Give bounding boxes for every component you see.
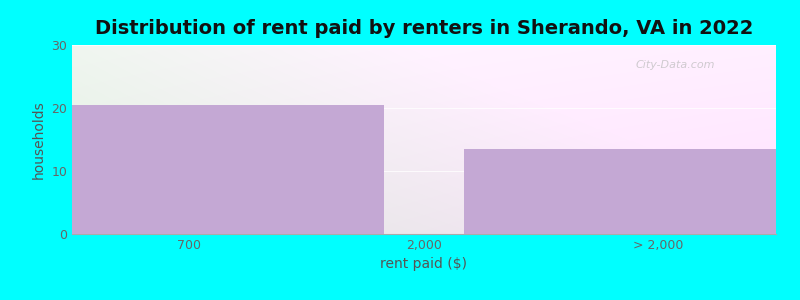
- Y-axis label: households: households: [32, 100, 46, 179]
- X-axis label: rent paid ($): rent paid ($): [381, 257, 467, 272]
- Text: City-Data.com: City-Data.com: [635, 60, 714, 70]
- Bar: [72, 105, 384, 234]
- Bar: [464, 149, 776, 234]
- Title: Distribution of rent paid by renters in Sherando, VA in 2022: Distribution of rent paid by renters in …: [95, 19, 753, 38]
